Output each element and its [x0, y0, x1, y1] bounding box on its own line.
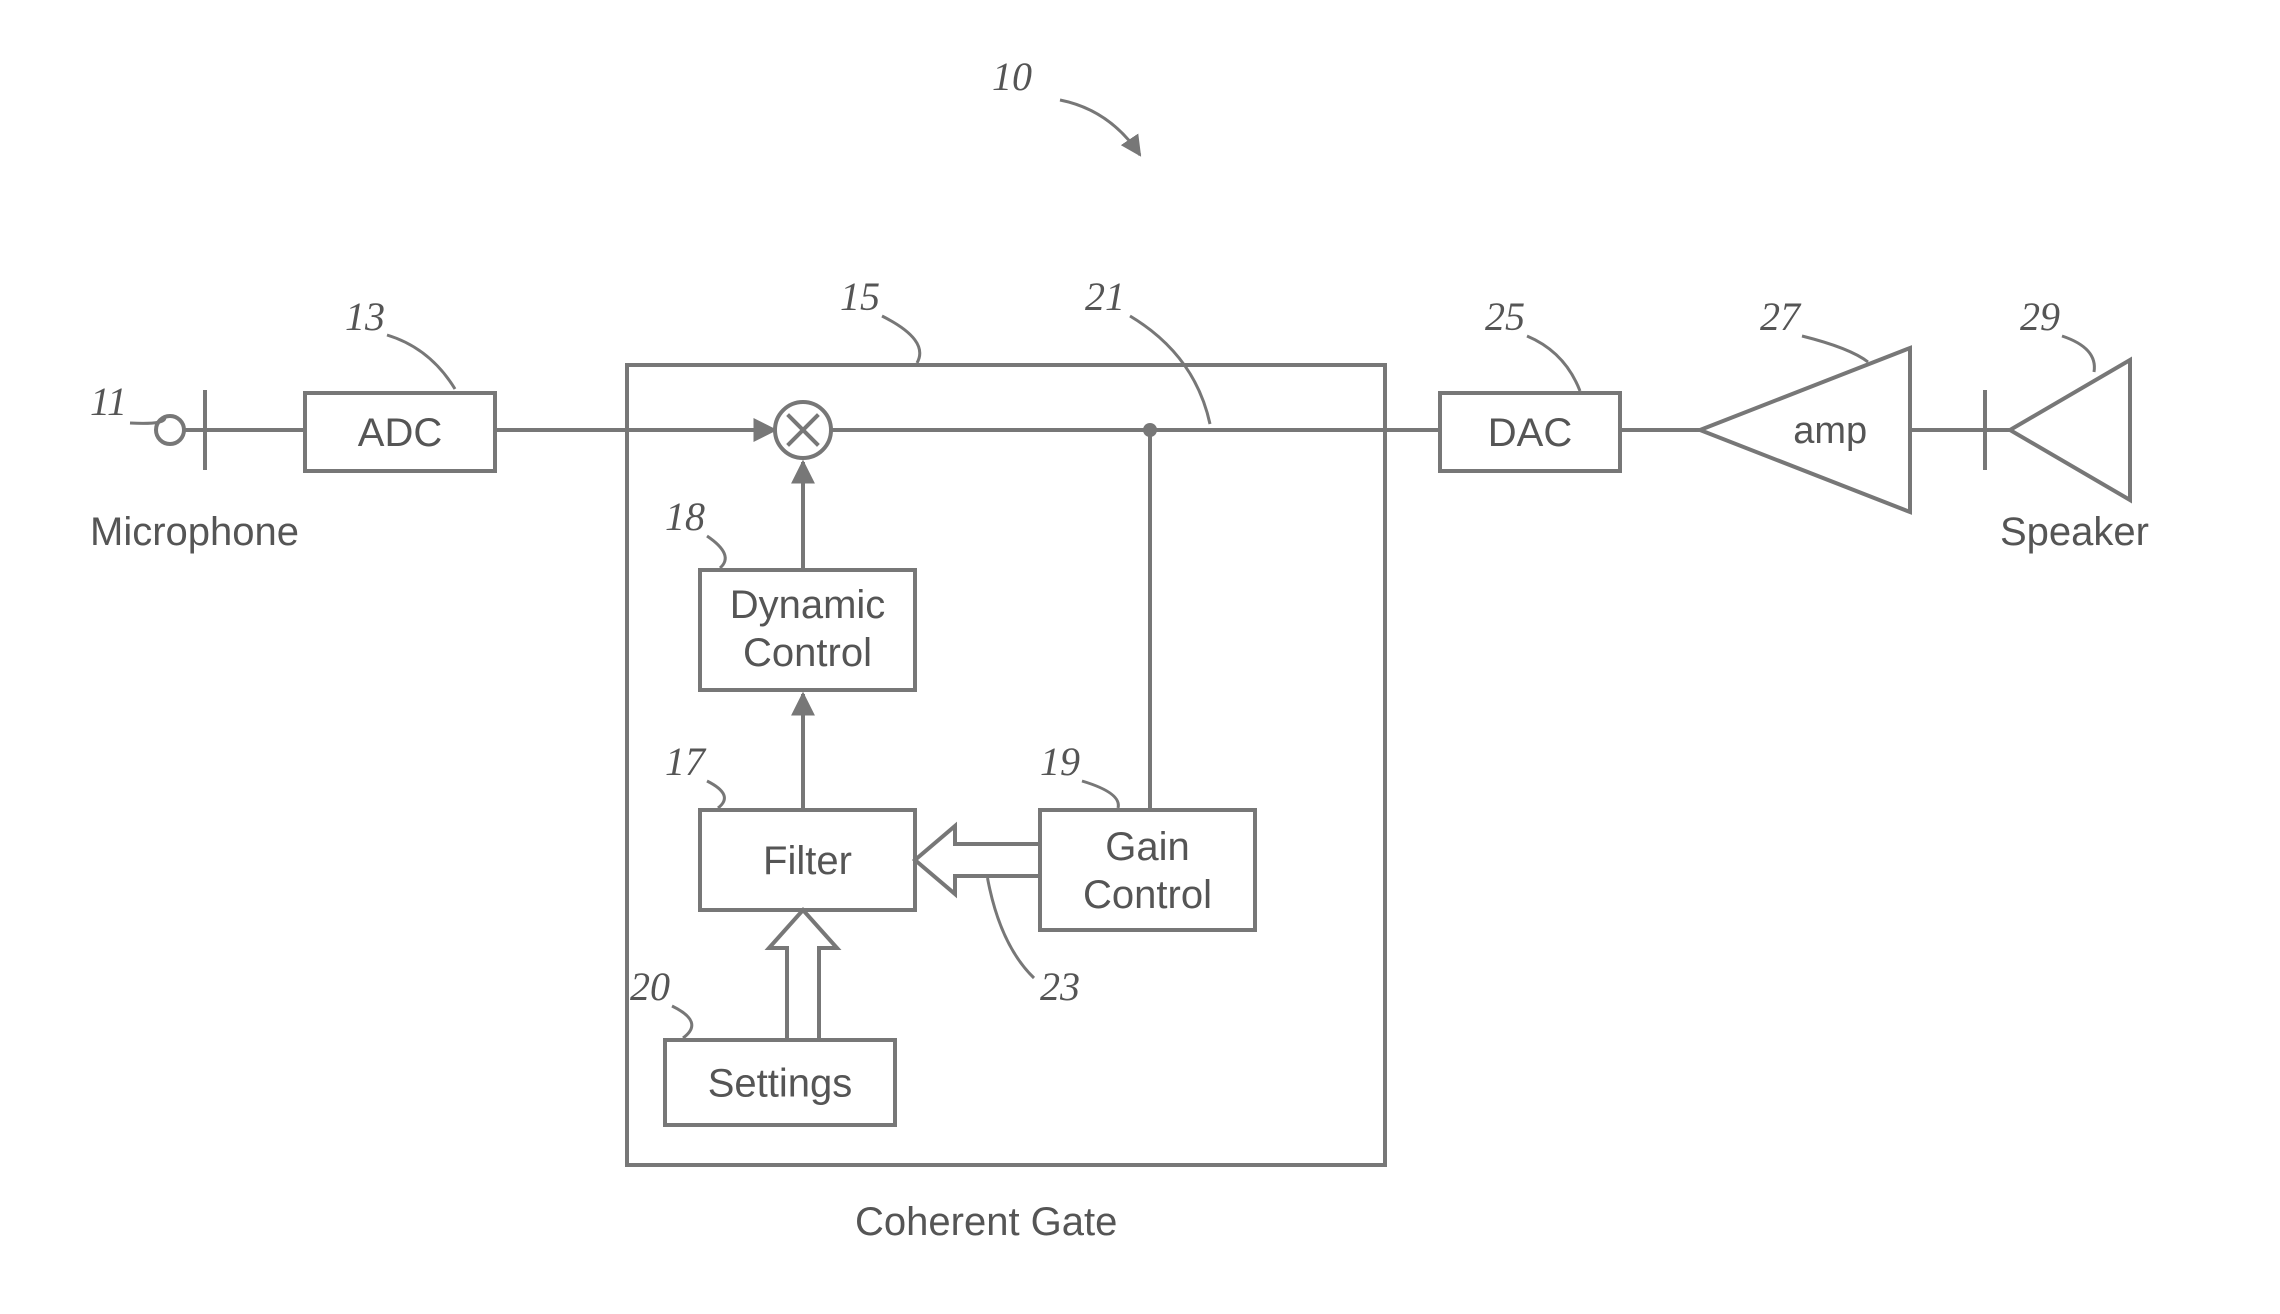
ref-25-leader [1527, 336, 1580, 391]
microphone-icon [156, 416, 184, 444]
adc-label: ADC [358, 411, 442, 455]
ref-27-leader [1802, 336, 1868, 362]
ref-10: 10 [992, 54, 1032, 99]
coherent-gate-label: Coherent Gate [855, 1200, 1117, 1244]
ref-27: 27 [1760, 294, 1802, 339]
gain-label2: Control [1083, 873, 1212, 917]
ref-20: 20 [630, 964, 670, 1009]
dynamic-label1: Dynamic [730, 583, 886, 627]
ref-29: 29 [2020, 294, 2060, 339]
ref-13-leader [387, 335, 455, 389]
ref-13: 13 [345, 294, 385, 339]
speaker-label: Speaker [2000, 510, 2149, 554]
speaker-icon [2010, 360, 2130, 500]
ref-19: 19 [1040, 739, 1080, 784]
ref-15-leader [882, 316, 920, 363]
ref-23: 23 [1040, 964, 1080, 1009]
dynamic-label2: Control [743, 631, 872, 675]
ref-10-arrow [1060, 100, 1140, 155]
ref-29-leader [2062, 336, 2094, 372]
filter-label: Filter [763, 839, 852, 883]
gain-label1: Gain [1105, 825, 1190, 869]
ref-11: 11 [90, 379, 127, 424]
ref-17: 17 [665, 739, 707, 784]
ref-25: 25 [1485, 294, 1525, 339]
ref-21: 21 [1085, 274, 1125, 319]
amp-label: amp [1793, 410, 1867, 452]
microphone-label: Microphone [90, 510, 299, 554]
settings-label: Settings [708, 1062, 853, 1106]
dac-label: DAC [1488, 411, 1572, 455]
ref-15: 15 [840, 274, 880, 319]
ref-18: 18 [665, 494, 705, 539]
